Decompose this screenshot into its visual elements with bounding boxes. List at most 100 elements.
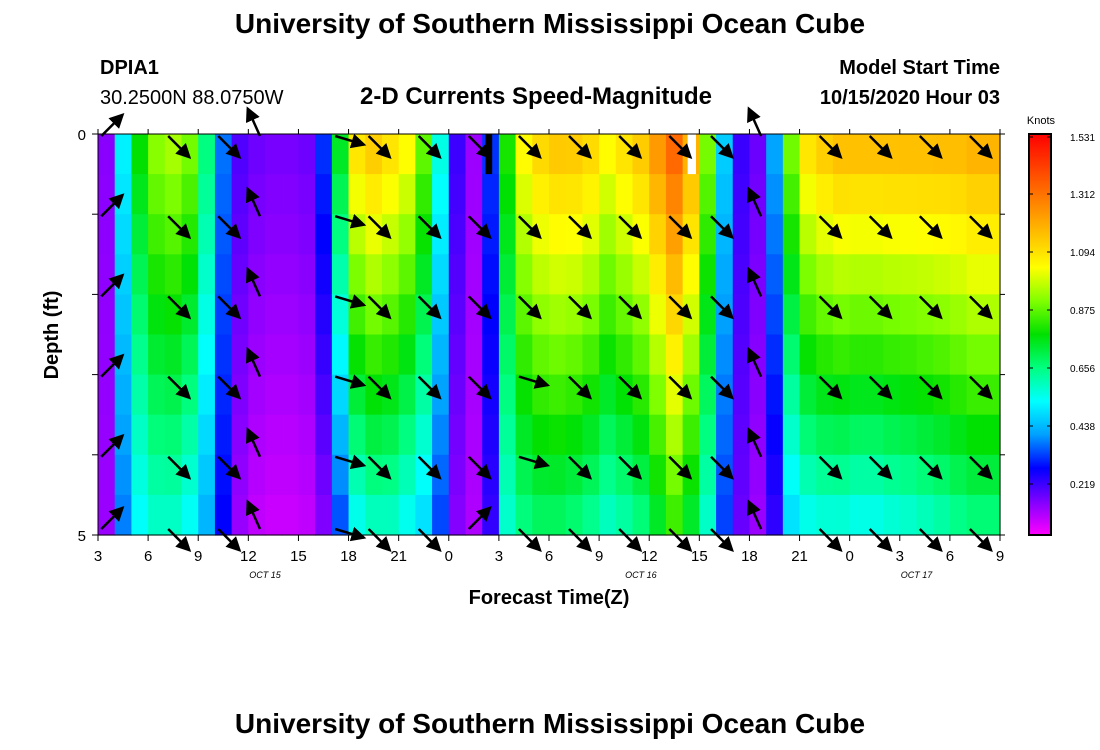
heatmap-cell [114,334,132,376]
heatmap-cell [983,414,1001,456]
heatmap-cell [899,374,918,416]
current-arrow [918,135,943,159]
current-arrow [518,528,542,552]
heatmap-cell [732,454,751,496]
current-arrow [367,135,392,159]
current-arrow [467,375,492,400]
heatmap-cell [482,494,500,536]
heatmap-cell [198,214,216,255]
current-arrow [167,375,192,400]
current-arrow [568,215,593,240]
heatmap-cell [231,414,249,456]
current-arrow [868,295,893,320]
heatmap-cell [181,414,199,456]
heatmap-cell [749,294,767,336]
heatmap-cell [933,374,951,416]
heatmap-grid [98,134,1001,536]
heatmap-cell [415,334,433,376]
heatmap-cell [649,134,667,175]
current-arrow [747,427,763,458]
heatmap-cell [398,174,416,215]
heatmap-cell [649,214,667,255]
heatmap-cell [164,254,183,295]
heatmap-cell [933,334,951,376]
heatmap-cell [315,294,333,336]
heatmap-cell [114,254,132,295]
current-arrow [367,295,392,320]
heatmap-cell [983,374,1001,416]
heatmap-cell [265,454,283,496]
current-arrow [245,266,262,297]
heatmap-cell [432,494,450,536]
heatmap-cell [398,294,416,336]
heatmap-cell [315,454,333,496]
heatmap-cell [582,414,600,456]
heatmap-cell [281,214,300,255]
heatmap-cell [164,414,183,456]
heatmap-cell [315,414,333,456]
heatmap-cell [214,334,233,376]
heatmap-cell [181,134,199,175]
heatmap-cell [883,414,901,456]
current-arrow [245,186,262,217]
heatmap-cell [281,174,300,215]
heatmap-cell [933,134,951,175]
heatmap-cell [916,334,934,376]
heatmap-cell [181,454,199,496]
current-arrow [868,215,893,240]
heatmap-cell [632,214,650,255]
heatmap-cell [415,494,433,536]
heatmap-cell [649,414,667,456]
heatmap-cell [398,334,416,376]
heatmap-cell [732,494,751,536]
heatmap-cell [632,334,650,376]
heatmap-cell [582,454,600,496]
heatmap-cell [532,134,550,175]
heatmap-cell [381,374,400,416]
heatmap-cell [131,254,149,295]
heatmap-cell [615,334,634,376]
heatmap-cell [448,254,467,295]
heatmap-cell [732,174,751,215]
current-arrow [668,528,693,552]
heatmap-cell [649,454,667,496]
heatmap-cell [933,494,951,536]
heatmap-cell [582,294,600,336]
heatmap-cell [933,294,951,336]
heatmap-cell [682,454,700,496]
heatmap-cell [682,414,700,456]
current-arrow [747,346,763,378]
heatmap-cell [632,414,650,456]
x-tick-label: 3 [495,548,503,565]
heatmap-cell [949,374,968,416]
heatmap-cell [849,374,867,416]
current-arrow [618,135,643,159]
current-arrow [918,375,943,400]
heatmap-cell [766,334,784,376]
x-tick-label: 3 [896,548,904,565]
heatmap-cell [148,414,166,456]
heatmap-cell [866,174,884,215]
heatmap-cell [348,174,366,215]
heatmap-cell [699,134,717,175]
heatmap-cell [231,214,249,255]
current-arrow [334,214,367,229]
heatmap-cell [315,334,333,376]
heatmap-cell [549,414,567,456]
heatmap-cell [482,414,500,456]
heatmap-cell [749,214,767,255]
heatmap-cell [883,494,901,536]
heatmap-cell [866,334,884,376]
heatmap-cell [582,494,600,536]
colorbar-label: Knots [1027,115,1056,127]
heatmap-cell [248,294,266,336]
heatmap-cell [799,294,817,336]
heatmap-cell [448,214,467,255]
heatmap-cell [599,454,617,496]
x-tick-label: 21 [791,548,808,565]
current-arrow [618,528,643,552]
current-arrow [334,294,367,309]
heatmap-cell [532,414,550,456]
heatmap-cell [782,334,801,376]
heatmap-cell [933,414,951,456]
